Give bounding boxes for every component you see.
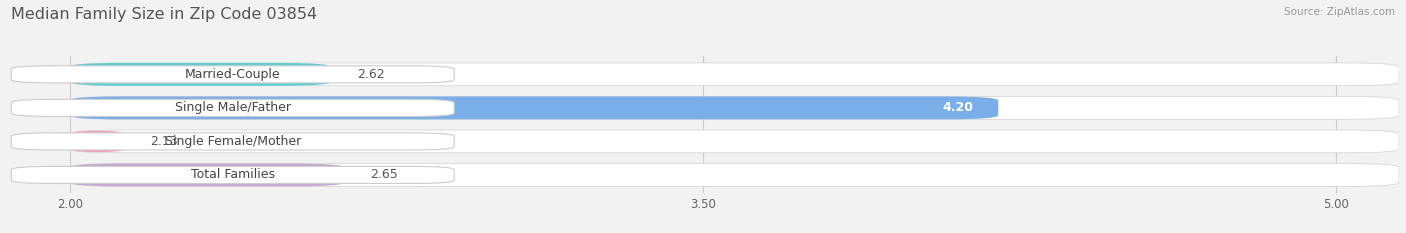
Text: 4.20: 4.20 [942, 101, 973, 114]
Text: 2.13: 2.13 [150, 135, 179, 148]
Text: Single Female/Mother: Single Female/Mother [165, 135, 301, 148]
FancyBboxPatch shape [11, 66, 454, 83]
FancyBboxPatch shape [70, 164, 1399, 186]
FancyBboxPatch shape [11, 133, 454, 150]
Text: Median Family Size in Zip Code 03854: Median Family Size in Zip Code 03854 [11, 7, 318, 22]
FancyBboxPatch shape [70, 96, 998, 119]
Text: 2.65: 2.65 [370, 168, 398, 182]
FancyBboxPatch shape [70, 63, 1399, 86]
Text: Married-Couple: Married-Couple [184, 68, 281, 81]
FancyBboxPatch shape [11, 99, 454, 116]
Text: Source: ZipAtlas.com: Source: ZipAtlas.com [1284, 7, 1395, 17]
FancyBboxPatch shape [11, 166, 454, 184]
FancyBboxPatch shape [70, 130, 1399, 153]
Text: 2.62: 2.62 [357, 68, 385, 81]
FancyBboxPatch shape [70, 63, 332, 86]
FancyBboxPatch shape [70, 164, 344, 186]
Text: Total Families: Total Families [191, 168, 274, 182]
FancyBboxPatch shape [70, 130, 125, 153]
FancyBboxPatch shape [70, 96, 1399, 119]
Text: Single Male/Father: Single Male/Father [174, 101, 291, 114]
